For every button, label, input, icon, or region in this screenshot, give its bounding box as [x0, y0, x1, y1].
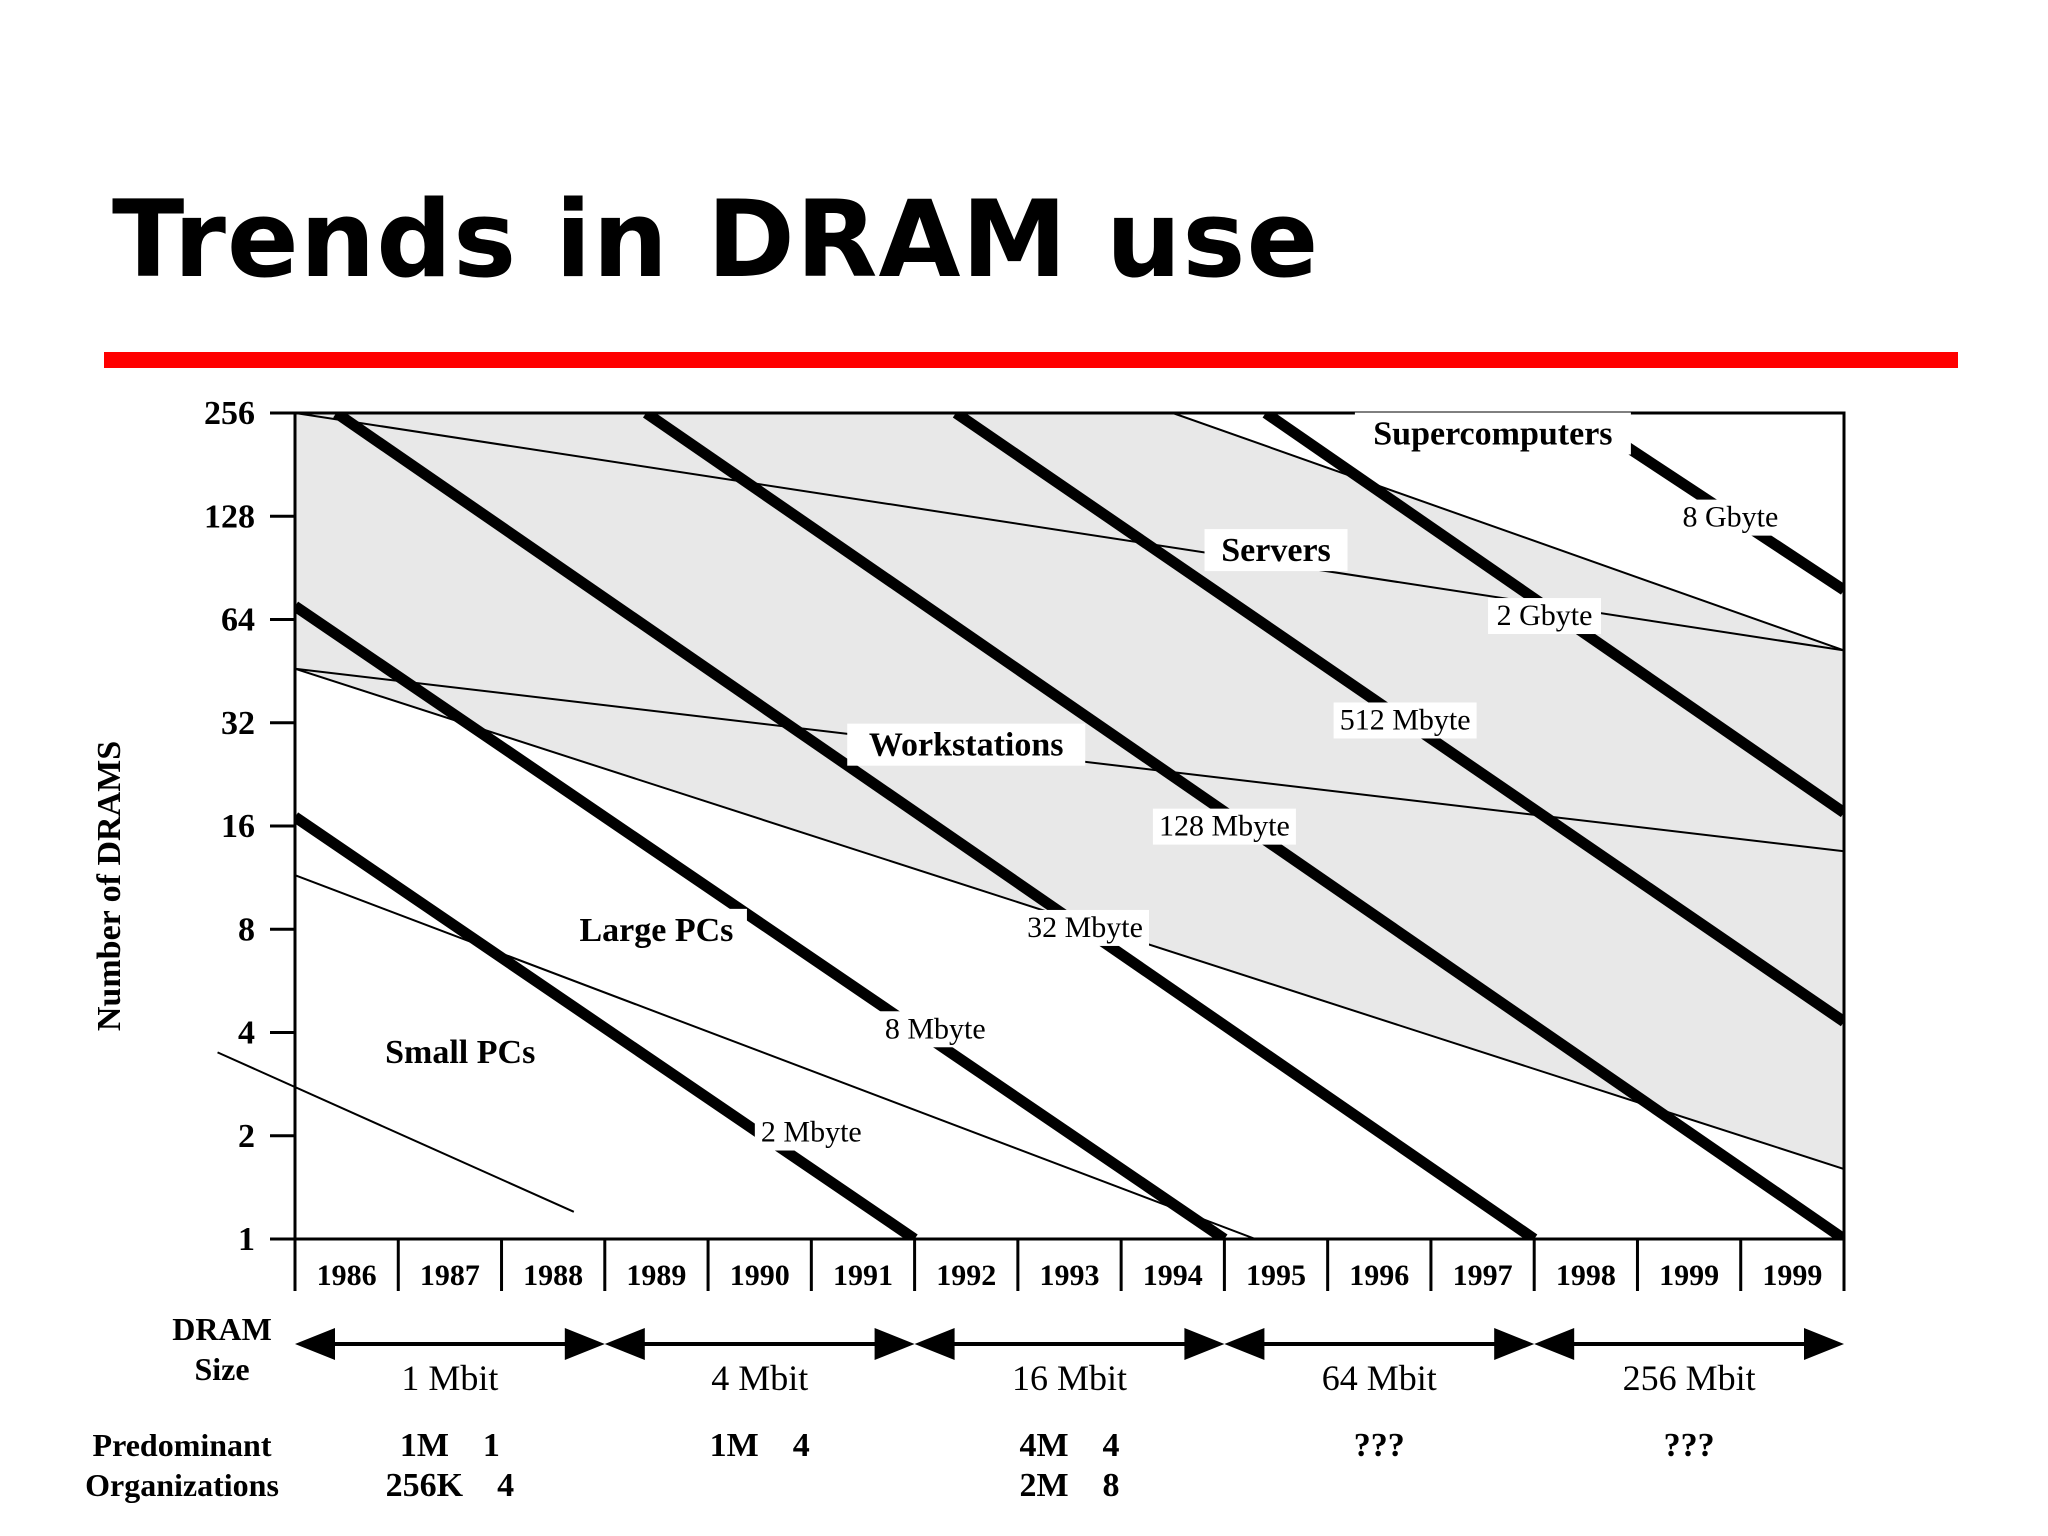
y-tick-label: 256	[204, 395, 255, 432]
server-band-upper	[295, 413, 1844, 852]
capacity-label: 2 Gbyte	[1497, 599, 1593, 632]
y-tick-label: 1	[238, 1221, 255, 1258]
category-label: Small PCs	[385, 1034, 535, 1071]
year-label: 1988	[523, 1259, 583, 1292]
category-label-bg	[847, 723, 1086, 766]
year-label: 1992	[936, 1259, 996, 1292]
category-label: Large PCs	[579, 912, 733, 949]
organization-line: 1M 1	[400, 1427, 500, 1464]
y-tick-label: 64	[221, 602, 255, 639]
year-label: 1993	[1040, 1259, 1100, 1292]
dram-size-segment: 64 Mbit	[1322, 1358, 1437, 1398]
category-label-bg	[1204, 529, 1348, 572]
organization-line: ???	[1354, 1427, 1405, 1464]
organization-line: 1M 4	[710, 1427, 810, 1464]
year-label: 1997	[1453, 1259, 1513, 1292]
size-arrow-left	[1534, 1328, 1575, 1360]
organization-line: 4M 4	[1019, 1427, 1119, 1464]
category-label: Servers	[1221, 532, 1331, 569]
category-label: Workstations	[869, 727, 1064, 764]
capacity-label-bg	[878, 1011, 992, 1048]
organization-line: 256K 4	[386, 1467, 514, 1504]
capacity-label: 2 Mbyte	[761, 1116, 862, 1149]
boundary-line	[1172, 413, 1844, 652]
y-tick-label: 4	[238, 1015, 255, 1052]
capacity-label-bg	[1020, 909, 1149, 946]
size-arrow-left	[604, 1328, 645, 1360]
capacity-label: 8 Gbyte	[1682, 501, 1778, 534]
capacity-label: 512 Mbyte	[1340, 703, 1471, 736]
category-label-bg	[1354, 412, 1631, 455]
y-tick-label: 16	[221, 808, 255, 845]
category-label-bg	[369, 1031, 551, 1074]
capacity-label-bg	[1333, 702, 1477, 739]
year-label: 1996	[1349, 1259, 1409, 1292]
y-tick-label: 2	[238, 1118, 255, 1155]
organizations-label: Predominant	[93, 1427, 272, 1463]
capacity-label-bg	[754, 1114, 868, 1151]
year-label: 1990	[730, 1259, 790, 1292]
size-arrow-right	[1494, 1328, 1535, 1360]
year-label: 1989	[626, 1259, 686, 1292]
size-arrow-right	[1804, 1328, 1844, 1360]
dram-size-segment: 4 Mbit	[711, 1358, 808, 1398]
year-label: 1999	[1659, 1259, 1719, 1292]
capacity-line	[295, 601, 1228, 1239]
dram-size-row: DRAM Size 1 Mbit 4 Mbit 16 Mbit 64 Mbit 256 Mb…	[172, 1311, 1844, 1398]
organizations-label: Organizations	[85, 1467, 279, 1503]
x-axis: 1986 1987 1988 1989 1990 1991 1992 1993 1994 1995…	[293, 1239, 1846, 1292]
capacity-label: 8 Mbyte	[885, 1012, 986, 1045]
dram-size-segment: 1 Mbit	[401, 1358, 498, 1398]
slide-title: Trends in DRAM use	[112, 178, 1320, 301]
year-label: 1995	[1246, 1259, 1306, 1292]
year-label: 1999	[1762, 1259, 1822, 1292]
boundary-line	[217, 1051, 575, 1213]
size-arrow-right	[1184, 1328, 1225, 1360]
y-tick-label: 8	[238, 911, 255, 948]
size-arrow-right	[874, 1328, 915, 1360]
capacity-line	[333, 413, 1538, 1239]
capacity-label-bg	[1488, 598, 1602, 635]
dram-size-segment: 16 Mbit	[1012, 1358, 1127, 1398]
dram-size-segment: 256 Mbit	[1623, 1358, 1756, 1398]
y-tick-label: 128	[204, 498, 255, 535]
size-arrow-left	[295, 1328, 335, 1360]
capacity-label: 128 Mbyte	[1159, 810, 1290, 843]
capacity-line	[295, 812, 918, 1239]
dram-size-label: Size	[194, 1351, 249, 1387]
y-axis-title: Number of DRAMS	[91, 741, 128, 1031]
year-label: 1998	[1556, 1259, 1616, 1292]
y-axis: 256 128 64 32 16 8 4 2 1 Number of DRAMS	[91, 395, 295, 1258]
year-label: 1994	[1143, 1259, 1203, 1292]
size-arrow-left	[1224, 1328, 1265, 1360]
capacity-label: 32 Mbyte	[1027, 911, 1143, 944]
size-arrow-right	[564, 1328, 605, 1360]
organization-line: 2M 8	[1019, 1467, 1119, 1504]
title-divider	[104, 352, 1958, 368]
year-label: 1986	[317, 1259, 377, 1292]
size-arrow-left	[914, 1328, 955, 1360]
capacity-label-bg	[1152, 808, 1296, 845]
category-label-bg	[565, 908, 747, 951]
dram-size-label: DRAM	[172, 1311, 272, 1347]
y-tick-label: 32	[221, 705, 255, 742]
boundary-line	[295, 874, 1256, 1239]
year-label: 1987	[420, 1259, 480, 1292]
capacity-label-bg	[1673, 499, 1787, 536]
small-pc-boundary	[217, 1051, 575, 1213]
category-label: Supercomputers	[1373, 416, 1612, 453]
year-label: 1991	[833, 1259, 893, 1292]
organization-line: ???	[1664, 1427, 1715, 1464]
chart-labels: 2 Mbyte 8 Mbyte 32 Mbyte 128 Mbyte 512 Mbyte…	[369, 412, 1787, 1151]
